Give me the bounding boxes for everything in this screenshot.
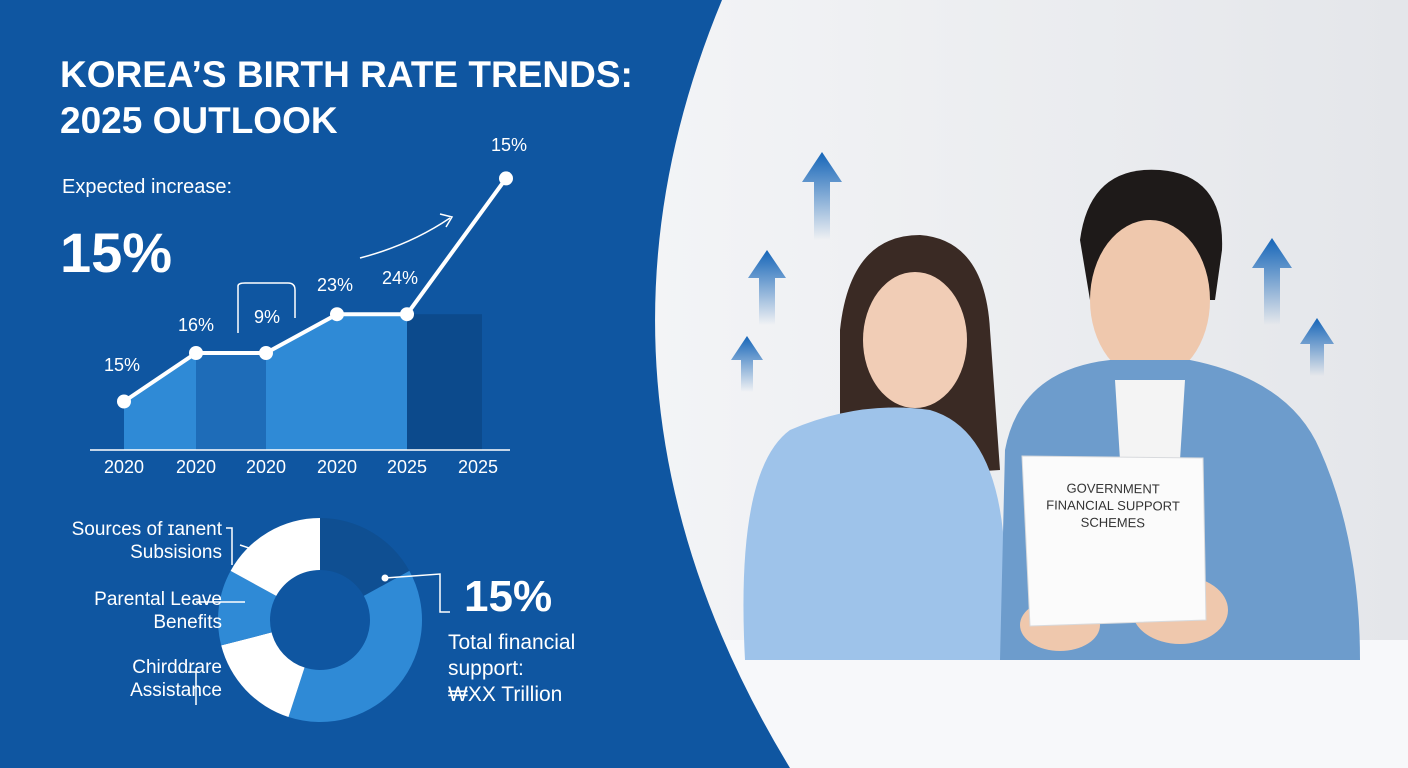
point (259, 346, 273, 360)
donut-label: Chirddrare Assistance (130, 657, 222, 701)
point-annotation: 16% (178, 315, 214, 335)
point-annotation: 15% (104, 355, 140, 375)
arrows (731, 152, 1334, 392)
point (330, 307, 344, 322)
label-connector (226, 527, 286, 565)
point (189, 346, 203, 360)
x-tick-label: 2020 (246, 457, 286, 477)
point (400, 307, 414, 322)
kicker: Expected increase: (62, 176, 233, 198)
trend-arrow-head (439, 213, 454, 228)
annotation-connector (384, 573, 450, 613)
point-annotation: 23% (317, 275, 353, 295)
point-annotation: 15% (491, 135, 527, 155)
connector-dot (381, 574, 389, 582)
title: KOREA’S BIRTH RATE TRENDS: 2025 OUTLOOK (60, 54, 633, 141)
x-tick-label: 2020 (176, 457, 216, 477)
x-tick-label: 2025 (458, 457, 498, 477)
donut-caption: Total financial support: ₩XX Trillion (448, 631, 576, 706)
donut-segment (221, 632, 305, 718)
point-annotation: 9% (254, 307, 280, 327)
donut-segment (288, 570, 422, 722)
x-tick-label: 2020 (317, 457, 357, 477)
point (499, 171, 513, 186)
x-tick-label: 2025 (387, 457, 427, 477)
donut-segment (217, 570, 277, 646)
bracket (237, 282, 296, 333)
point (117, 394, 131, 409)
table (700, 640, 1408, 768)
x-tick-label: 2020 (104, 457, 144, 477)
document (1021, 455, 1207, 627)
area-band (196, 353, 266, 450)
donut-label: Parental Leave Benefits (94, 589, 222, 633)
donut-annotation: 15% (464, 572, 553, 621)
kicker-value: 15% (60, 221, 173, 284)
point-annotation: 24% (382, 268, 418, 288)
trend-arrow (359, 217, 451, 259)
donut-label: Sources of ɪanent Subsisions (71, 519, 222, 563)
label-connector (188, 671, 197, 705)
document-text: GOVERNMENT FINANCIAL SUPPORT SCHEMES (1046, 480, 1180, 531)
line (122, 177, 508, 404)
area-shadow (407, 314, 482, 450)
